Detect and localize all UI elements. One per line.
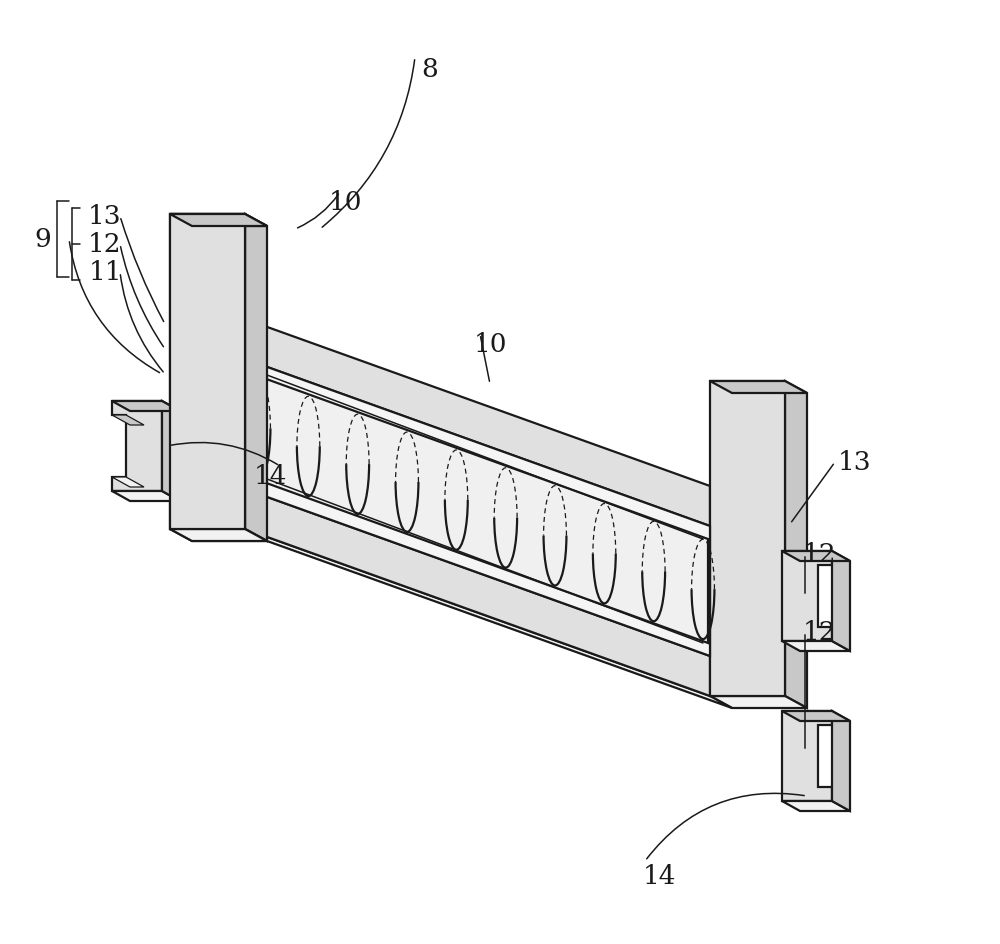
Text: 13: 13 — [838, 450, 872, 475]
Text: 14: 14 — [253, 464, 287, 489]
Text: 11: 11 — [88, 261, 122, 285]
Text: 12: 12 — [803, 620, 837, 645]
Polygon shape — [710, 381, 807, 394]
Text: 14: 14 — [643, 864, 677, 888]
Polygon shape — [832, 551, 850, 651]
Polygon shape — [112, 492, 180, 501]
Polygon shape — [710, 697, 807, 708]
Polygon shape — [112, 401, 180, 412]
Text: 10: 10 — [328, 191, 362, 215]
Polygon shape — [112, 415, 144, 426]
Polygon shape — [245, 530, 732, 708]
Text: 8: 8 — [422, 58, 438, 82]
Polygon shape — [170, 530, 267, 542]
Polygon shape — [245, 360, 710, 656]
Polygon shape — [245, 215, 267, 542]
Polygon shape — [245, 360, 732, 538]
Polygon shape — [785, 381, 807, 708]
Polygon shape — [247, 373, 708, 643]
Polygon shape — [170, 215, 245, 530]
Text: 10: 10 — [473, 332, 507, 357]
Text: 12: 12 — [88, 232, 122, 257]
Polygon shape — [170, 215, 267, 227]
Polygon shape — [162, 401, 180, 501]
Polygon shape — [170, 215, 267, 227]
Polygon shape — [267, 372, 732, 668]
Polygon shape — [170, 215, 245, 530]
Ellipse shape — [231, 373, 263, 477]
Polygon shape — [782, 711, 832, 801]
Polygon shape — [782, 801, 850, 811]
Text: 9: 9 — [35, 228, 51, 252]
Text: 13: 13 — [88, 204, 122, 229]
Text: 12: 12 — [803, 542, 837, 567]
Polygon shape — [170, 530, 267, 542]
Polygon shape — [245, 490, 710, 697]
Polygon shape — [782, 551, 832, 641]
Polygon shape — [782, 711, 850, 721]
Polygon shape — [832, 711, 850, 811]
Polygon shape — [782, 551, 850, 562]
Polygon shape — [245, 320, 710, 527]
Polygon shape — [710, 381, 785, 697]
Polygon shape — [782, 641, 850, 651]
Polygon shape — [112, 401, 162, 492]
Polygon shape — [112, 478, 144, 487]
